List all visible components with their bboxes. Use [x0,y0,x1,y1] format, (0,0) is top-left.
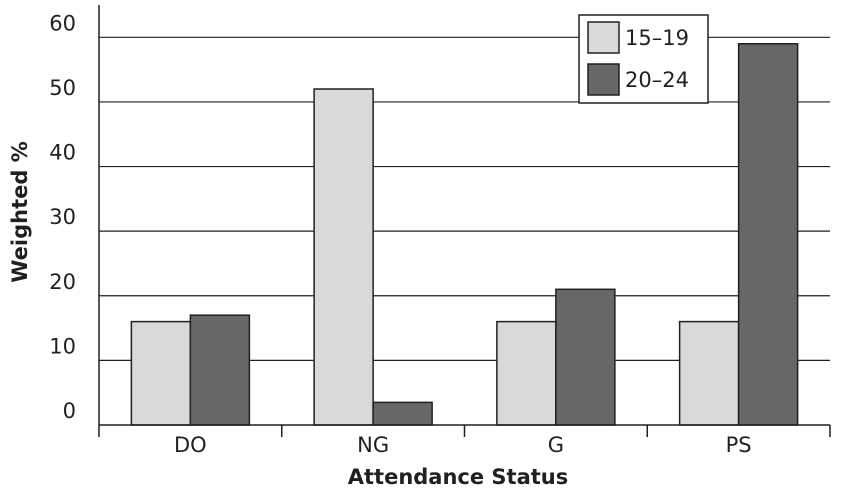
legend-label-15-19: 15–19 [625,26,689,50]
legend-swatch-15-19 [587,21,620,54]
y-axis-title: Weighted % [8,141,32,283]
y-tick-label-20: 20 [49,270,76,294]
y-tick-label-0: 0 [63,399,76,423]
legend-swatch-20-24 [587,63,620,96]
x-axis-tick-labels: DO NG G PS [174,433,752,457]
y-tick-label-60: 60 [49,11,76,35]
x-tick-label-ng: NG [357,433,389,457]
y-tick-label-40: 40 [49,141,76,165]
x-tick-label-g: G [548,433,564,457]
y-tick-label-50: 50 [49,76,76,100]
x-tick-label-ps: PS [726,433,752,457]
y-axis-tick-labels: 0 10 20 30 40 50 60 [49,11,76,423]
legend-label-20-24: 20–24 [625,68,689,92]
bar-do-15-19 [130,320,192,426]
y-tick-label-10: 10 [49,334,76,358]
gridlines [99,36,830,361]
bars [130,43,799,426]
bar-g-15-19 [496,320,557,426]
legend: 15–19 20–24 [578,14,709,104]
x-axis-ticks [98,425,831,437]
bar-ps-15-19 [678,320,740,426]
bar-g-20-24 [555,288,616,426]
x-tick-label-do: DO [174,433,207,457]
bar-ps-20-24 [737,43,799,426]
y-tick-label-30: 30 [49,205,76,229]
bar-ng-20-24 [372,401,433,426]
bar-ng-15-19 [313,88,374,426]
x-axis-title: Attendance Status [348,465,569,489]
bar-do-20-24 [189,314,251,426]
